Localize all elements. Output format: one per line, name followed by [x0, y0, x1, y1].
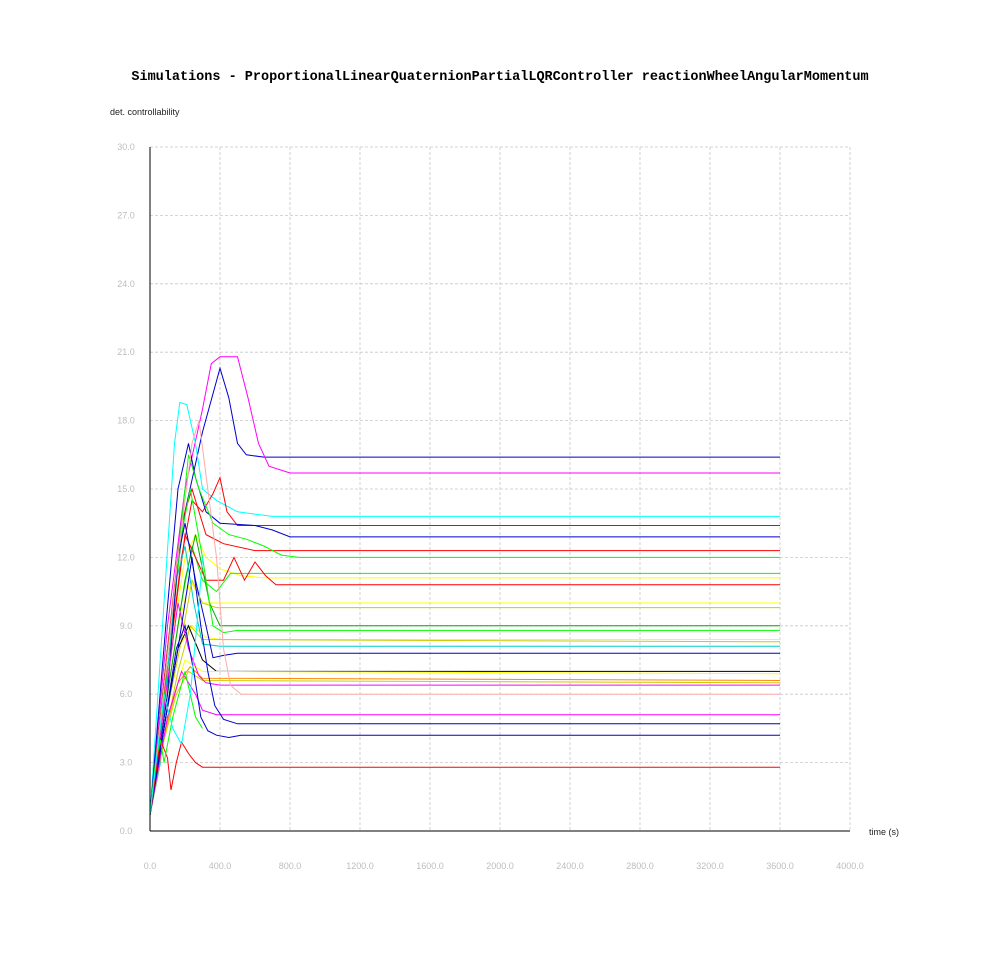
series-line-22: [149, 670, 781, 816]
chart-title: Simulations - ProportionalLinearQuaterni…: [131, 70, 869, 85]
series-line-15: [149, 625, 780, 816]
series-line-3: [149, 401, 780, 816]
x-tick-label: 4000.0: [836, 861, 864, 871]
y-tick-label: 21.0: [117, 347, 135, 357]
series-line-25: [149, 670, 780, 816]
series-line-26: [149, 557, 780, 816]
series-line-11: [149, 578, 780, 816]
x-tick-label: 400.0: [209, 861, 232, 871]
tick-labels: 0.0 400.0 800.0 1200.0 1600.0 2000.0 2400.0 280…: [117, 142, 864, 871]
x-axis-label: time (s): [869, 827, 899, 837]
series-line-30: [149, 557, 203, 816]
series-line-23: [149, 602, 780, 816]
series-line-14: [149, 488, 780, 816]
x-tick-label: 2000.0: [486, 861, 514, 871]
y-tick-label: 27.0: [117, 210, 135, 220]
series-line-7: [149, 454, 780, 816]
series-line-8: [149, 533, 780, 816]
x-tick-label: 2400.0: [556, 861, 584, 871]
y-tick-label: 3.0: [120, 758, 133, 768]
y-tick-label: 15.0: [117, 484, 135, 494]
series-line-28: [149, 737, 780, 816]
series-line-1: [149, 366, 780, 816]
series-line-2: [149, 356, 780, 816]
x-tick-label: 3600.0: [766, 861, 794, 871]
x-tick-label: 0.0: [144, 861, 157, 871]
series-line-6: [149, 487, 780, 816]
y-tick-label: 18.0: [117, 416, 135, 426]
y-tick-label: 6.0: [120, 689, 133, 699]
series-line-13: [149, 534, 780, 816]
y-tick-label: 0.0: [120, 826, 133, 836]
series-line-24: [149, 420, 780, 816]
y-tick-label: 24.0: [117, 279, 135, 289]
x-tick-label: 1600.0: [416, 861, 444, 871]
y-tick-label: 12.0: [117, 552, 135, 562]
x-tick-label: 1200.0: [346, 861, 374, 871]
y-tick-label: 30.0: [117, 142, 135, 152]
series-lines: [149, 356, 781, 816]
x-tick-label: 3200.0: [696, 861, 724, 871]
series-line-18: [149, 523, 780, 816]
series-line-27: [149, 623, 780, 816]
y-axis-label: det. controllability: [110, 107, 180, 117]
series-line-21: [149, 666, 781, 816]
series-line-5: [149, 443, 780, 816]
series-line-19: [149, 624, 780, 816]
y-tick-label: 9.0: [120, 621, 133, 631]
x-tick-label: 800.0: [279, 861, 302, 871]
axes: [149, 147, 850, 832]
series-line-20: [149, 659, 781, 816]
series-line-12: [149, 578, 780, 816]
grid-lines: [150, 146, 851, 831]
series-line-16: [149, 624, 781, 816]
series-line-17: [149, 545, 780, 816]
x-tick-label: 2800.0: [626, 861, 654, 871]
series-line-10: [149, 532, 780, 816]
